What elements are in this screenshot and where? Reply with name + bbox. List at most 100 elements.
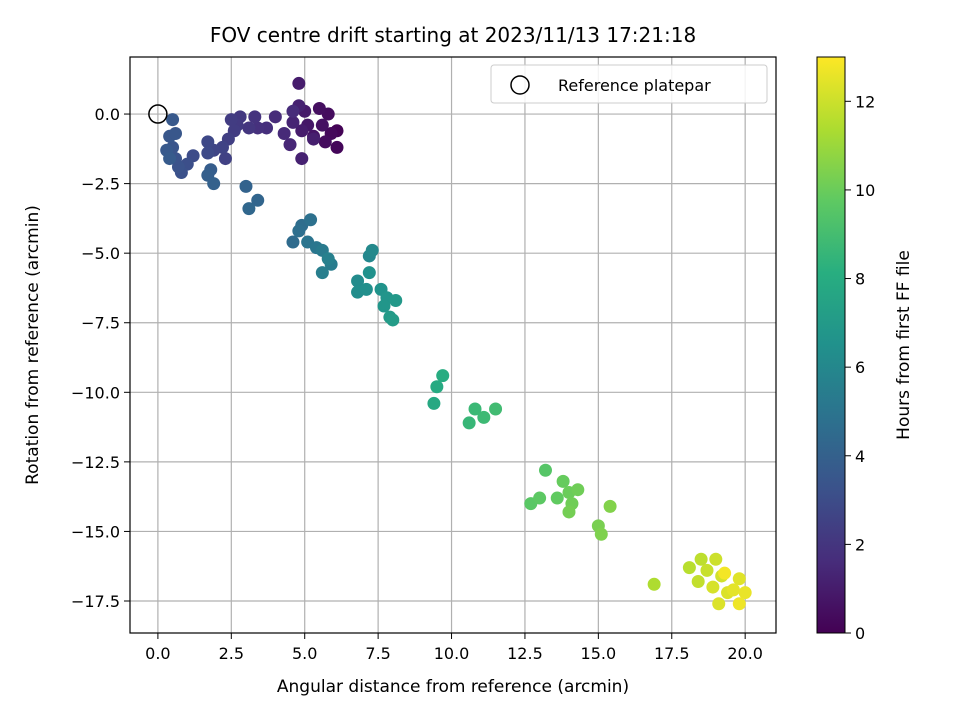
reference-platepar-marker [148, 104, 168, 124]
y-tick-label: −15.0 [71, 522, 120, 541]
x-tick-label: 7.5 [365, 644, 390, 663]
x-tick-label: 15.0 [581, 644, 617, 663]
data-point [556, 474, 570, 488]
data-point [562, 505, 576, 519]
data-point [166, 113, 180, 127]
data-point [477, 410, 491, 424]
colorbar-tick-label: 10 [855, 181, 875, 200]
plot-frame [129, 56, 777, 634]
data-points [160, 76, 752, 611]
data-point [709, 552, 723, 566]
chart-title: FOV centre drift starting at 2023/11/13 … [210, 23, 696, 47]
y-tick-label: −7.5 [81, 314, 120, 333]
data-point [295, 152, 309, 166]
data-point [462, 416, 476, 430]
data-point [718, 566, 732, 580]
colorbar-tick-label: 8 [855, 270, 865, 289]
data-point [330, 140, 344, 154]
legend-box [490, 64, 768, 104]
data-point [694, 552, 708, 566]
data-point [706, 580, 720, 594]
y-tick-label: −17.5 [71, 592, 120, 611]
data-point [315, 118, 329, 132]
data-point [712, 597, 726, 611]
data-point [207, 177, 221, 191]
data-point [295, 124, 309, 138]
y-tick-label: −5.0 [81, 244, 120, 263]
data-point [251, 193, 265, 207]
x-tick-label: 5.0 [292, 644, 317, 663]
data-point [318, 135, 332, 149]
data-point [538, 463, 552, 477]
colorbar-gradient [816, 56, 846, 634]
data-point [359, 282, 373, 296]
y-axis-label: Rotation from reference (arcmin) [23, 205, 43, 485]
legend-entry-label: Reference platepar [558, 76, 711, 95]
data-point [286, 115, 300, 129]
data-point [691, 575, 705, 589]
y-tick-label: −12.5 [71, 453, 120, 472]
legend-reference-marker [510, 75, 530, 95]
x-ticks: 0.0 2.5 5.0 7.5 10.0 12.5 15.0 17.5 20.0 [145, 633, 763, 663]
data-point [248, 110, 262, 124]
data-point [427, 396, 441, 410]
colorbar-tick-label: 6 [855, 358, 865, 377]
data-point [283, 138, 297, 152]
data-point [738, 586, 752, 600]
data-point [647, 577, 661, 591]
data-point [321, 252, 335, 266]
y-tick-label: −10.0 [71, 383, 120, 402]
x-axis-label: Angular distance from reference (arcmin) [277, 677, 629, 697]
reference-marker [148, 104, 168, 124]
x-tick-label: 2.5 [219, 644, 244, 663]
data-point [732, 597, 746, 611]
data-point [315, 266, 329, 280]
data-point [365, 243, 379, 257]
x-tick-label: 10.0 [434, 644, 470, 663]
data-point [307, 132, 321, 146]
y-ticks: 0.0 −2.5 −5.0 −7.5 −10.0 −12.5 −15.0 −17.5 [71, 105, 130, 611]
grid-lines [130, 57, 776, 633]
x-tick-label: 12.5 [507, 644, 543, 663]
data-point [242, 121, 256, 135]
data-point [732, 572, 746, 586]
data-point [286, 104, 300, 118]
data-point [603, 499, 617, 513]
data-point [312, 101, 326, 115]
colorbar-tick-label: 2 [855, 535, 865, 554]
data-point [286, 235, 300, 249]
data-point [268, 110, 282, 124]
colorbar-ticks: 0 2 4 6 8 10 12 [845, 92, 875, 643]
data-point [533, 491, 547, 505]
data-point [430, 380, 444, 394]
data-point [571, 483, 585, 497]
data-point [386, 313, 400, 327]
data-point [362, 266, 376, 280]
colorbar-tick-label: 0 [855, 624, 865, 643]
data-point [224, 113, 238, 127]
data-point [163, 152, 177, 166]
data-point [351, 274, 365, 288]
x-tick-label: 0.0 [145, 644, 170, 663]
data-point [242, 202, 256, 216]
data-point [389, 293, 403, 307]
data-point [292, 76, 306, 90]
colorbar-tick-label: 4 [855, 447, 865, 466]
data-point [304, 213, 318, 227]
data-point [489, 402, 503, 416]
data-point [201, 146, 215, 160]
data-point [594, 527, 608, 541]
data-point [468, 402, 482, 416]
x-tick-label: 17.5 [654, 644, 690, 663]
data-point [700, 563, 714, 577]
y-tick-label: −2.5 [81, 175, 120, 194]
colorbar-tick-label: 12 [855, 92, 875, 111]
data-point [201, 135, 215, 149]
x-tick-label: 20.0 [727, 644, 763, 663]
y-tick-label: 0.0 [95, 105, 120, 124]
data-point [239, 179, 253, 193]
data-point [377, 299, 391, 313]
colorbar-label: Hours from first FF file [894, 250, 914, 440]
data-point [292, 224, 306, 238]
